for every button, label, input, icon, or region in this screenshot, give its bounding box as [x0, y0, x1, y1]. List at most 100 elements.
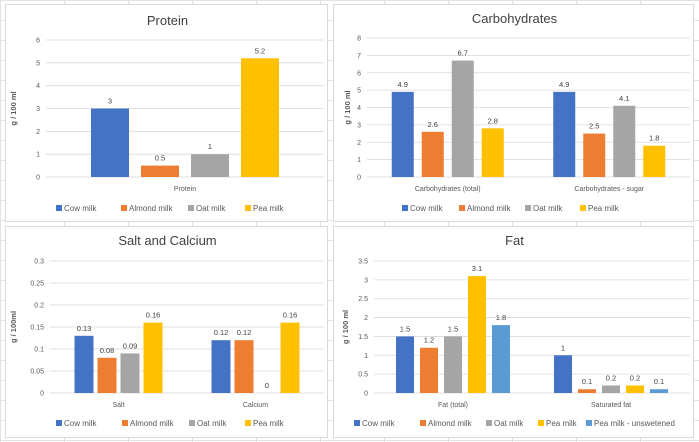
- data-label: 0.12: [214, 328, 229, 337]
- data-label: 2.5: [589, 122, 599, 131]
- bar-cow-milk-saturated-fat[interactable]: [554, 355, 572, 393]
- data-label: 0.12: [237, 328, 252, 337]
- bar-oat-milk-fat-total[interactable]: [444, 336, 462, 393]
- legend-swatch: [56, 420, 62, 426]
- fat-chart[interactable]: Fat 0 0.5 1 1.5 2 2.5 3 3.5 g / 100 ml 1.5 1.2 1.5 3.…: [333, 226, 694, 438]
- legend-swatch: [121, 205, 127, 211]
- y-tick-label: 0.1: [34, 347, 44, 354]
- data-label: 3: [108, 97, 112, 106]
- bar-pea-milk-protein[interactable]: [241, 58, 279, 178]
- category-label: Salt: [112, 402, 124, 409]
- bar-cow-milk-carbohydrates-sugar[interactable]: [553, 91, 576, 177]
- y-tick-label: 5: [36, 60, 40, 67]
- y-tick-label: 4: [357, 105, 361, 112]
- legend-item-almond-milk[interactable]: Almond milk: [467, 204, 512, 213]
- bar-almond-milk-saturated-fat[interactable]: [578, 389, 596, 393]
- data-label: 2.8: [488, 116, 498, 125]
- bar-pea-milk-calcium[interactable]: [280, 322, 300, 393]
- y-tick-label: 0.5: [358, 372, 368, 379]
- data-label: 4.9: [398, 80, 408, 89]
- legend-swatch: [420, 420, 426, 426]
- bar-almond-milk-carbohydrates-sugar[interactable]: [583, 133, 606, 177]
- bar-pea-milk-carbohydrates-total[interactable]: [481, 128, 504, 177]
- y-tick-label: 2: [364, 315, 368, 322]
- bar-almond-milk-carbohydrates-total[interactable]: [421, 131, 444, 177]
- y-tick-label: 0.15: [30, 325, 44, 332]
- bar-pea-milk-carbohydrates-sugar[interactable]: [643, 145, 666, 177]
- data-label: 0.1: [654, 377, 664, 386]
- data-label: 1.5: [448, 324, 458, 333]
- legend-swatch: [586, 420, 592, 426]
- bar-almond-milk-calcium[interactable]: [234, 340, 254, 393]
- data-label: 4.9: [559, 80, 569, 89]
- chart-title: Salt and Calcium: [118, 233, 216, 248]
- legend-item-oat-milk[interactable]: Oat milk: [494, 419, 524, 428]
- bar-cow-milk-calcium[interactable]: [211, 340, 231, 393]
- data-label: 0.2: [606, 373, 616, 382]
- bar-almond-milk-salt[interactable]: [97, 357, 117, 393]
- y-tick-label: 7: [357, 53, 361, 60]
- bar-almond-milk-fat-total[interactable]: [420, 347, 438, 393]
- bar-pea-milk-salt[interactable]: [143, 322, 163, 393]
- bar-cow-milk-carbohydrates-total[interactable]: [391, 91, 414, 177]
- legend-swatch: [189, 420, 195, 426]
- bar-cow-milk-salt[interactable]: [74, 335, 94, 393]
- y-tick-label: 4: [36, 83, 40, 90]
- legend-item-pea-milk-unswetened[interactable]: Pea milk - unswetened: [594, 419, 675, 428]
- y-tick-label: 3: [364, 277, 368, 284]
- legend-item-cow-milk[interactable]: Cow milk: [64, 419, 97, 428]
- data-label: 0.2: [630, 373, 640, 382]
- bar-pea-milk-unswetened-saturated-fat[interactable]: [650, 389, 668, 393]
- legend-item-pea-milk[interactable]: Pea milk: [253, 419, 285, 428]
- bar-oat-milk-carbohydrates-sugar[interactable]: [613, 105, 636, 177]
- data-label: 0.08: [100, 346, 115, 355]
- bar-oat-milk-salt[interactable]: [120, 353, 140, 393]
- legend-item-pea-milk[interactable]: Pea milk: [588, 204, 620, 213]
- bar-pea-milk-fat-total[interactable]: [468, 276, 486, 393]
- salt-calcium-chart[interactable]: Salt and Calcium 0 0.05 0.1 0.15 0.2 0.25 0.3 g …: [5, 226, 328, 438]
- legend-swatch: [245, 205, 251, 211]
- legend-swatch: [354, 420, 360, 426]
- data-label: 0.16: [283, 311, 298, 320]
- protein-chart[interactable]: Protein 0 1 2 3 4 5 6 g / 100 ml 3 0.5 1 5.2 Protein C…: [5, 4, 328, 222]
- legend-item-pea-milk[interactable]: Pea milk: [253, 204, 285, 213]
- category-label: Fat (total): [438, 402, 468, 409]
- data-label: 0.13: [77, 324, 92, 333]
- legend-swatch: [580, 205, 586, 211]
- legend-item-pea-milk[interactable]: Pea milk: [546, 419, 578, 428]
- y-tick-label: 1: [36, 152, 40, 159]
- legend-item-cow-milk[interactable]: Cow milk: [64, 204, 97, 213]
- legend-item-oat-milk[interactable]: Oat milk: [196, 204, 226, 213]
- bar-pea-milk-saturated-fat[interactable]: [626, 385, 644, 393]
- legend-item-almond-milk[interactable]: Almond milk: [130, 419, 175, 428]
- data-label: 4.1: [619, 94, 629, 103]
- legend-item-almond-milk[interactable]: Almond milk: [129, 204, 174, 213]
- salt-calcium-chart-svg: Salt and Calcium 0 0.05 0.1 0.15 0.2 0.25 0.3 g …: [9, 233, 324, 428]
- legend-swatch: [56, 205, 62, 211]
- data-label: 1.8: [649, 134, 659, 143]
- data-label: 1.2: [424, 336, 434, 345]
- legend-swatch: [188, 205, 194, 211]
- legend-item-almond-milk[interactable]: Almond milk: [428, 419, 473, 428]
- bar-pea-milk-unswetened-fat-total[interactable]: [492, 325, 510, 393]
- legend-item-oat-milk[interactable]: Oat milk: [197, 419, 227, 428]
- y-tick-label: 0.05: [30, 369, 44, 376]
- data-label: 1: [208, 142, 212, 151]
- legend-swatch: [486, 420, 492, 426]
- legend-item-oat-milk[interactable]: Oat milk: [533, 204, 563, 213]
- legend-item-cow-milk[interactable]: Cow milk: [362, 419, 395, 428]
- bar-cow-milk-fat-total[interactable]: [396, 336, 414, 393]
- bar-almond-milk-protein[interactable]: [141, 165, 179, 177]
- bar-oat-milk-carbohydrates-total[interactable]: [451, 60, 474, 177]
- bar-cow-milk-protein[interactable]: [91, 108, 129, 178]
- legend-item-cow-milk[interactable]: Cow milk: [410, 204, 443, 213]
- bar-oat-milk-protein[interactable]: [191, 154, 229, 177]
- y-tick-label: 1: [357, 157, 361, 164]
- y-tick-label: 1: [364, 353, 368, 360]
- bar-oat-milk-saturated-fat[interactable]: [602, 385, 620, 393]
- protein-chart-svg: Protein 0 1 2 3 4 5 6 g / 100 ml 3 0.5 1 5.2 Protein C…: [9, 13, 324, 213]
- data-label: 0.1: [582, 377, 592, 386]
- y-tick-label: 6: [36, 38, 40, 45]
- category-label: Calcium: [243, 402, 268, 409]
- carbohydrates-chart[interactable]: Carbohydrates 0 1 2 3 4 5 6 7 8 g / 100 ml 4.9 2.6 6.…: [333, 4, 694, 222]
